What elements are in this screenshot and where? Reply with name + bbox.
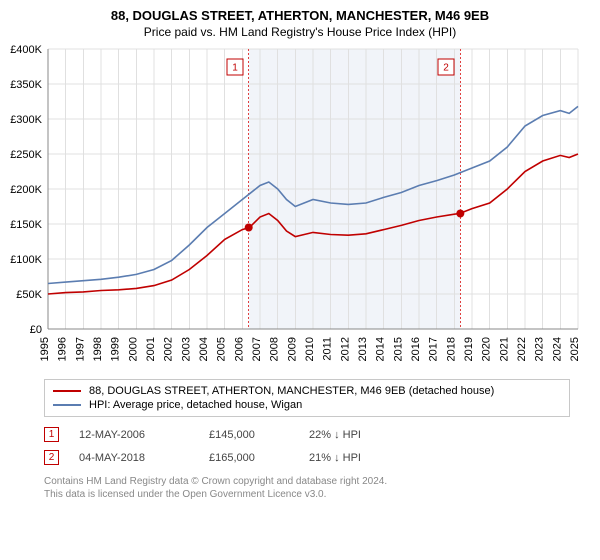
event-marker-icon: 2 — [44, 450, 59, 465]
svg-text:2001: 2001 — [145, 337, 157, 361]
event-hpi: 21% ↓ HPI — [309, 452, 399, 464]
svg-text:2002: 2002 — [163, 337, 175, 361]
event-row: 1 12-MAY-2006 £145,000 22% ↓ HPI — [44, 423, 570, 446]
svg-text:2018: 2018 — [445, 337, 457, 361]
svg-text:2011: 2011 — [322, 337, 334, 361]
chart-container: £0 £50K £100K £150K £200K £250K £300K £350K £400… — [0, 43, 600, 373]
svg-text:2006: 2006 — [233, 337, 245, 361]
svg-text:2013: 2013 — [357, 337, 369, 361]
svg-text:£100K: £100K — [10, 254, 42, 266]
title-line-1: 88, DOUGLAS STREET, ATHERTON, MANCHESTER… — [0, 8, 600, 23]
footer-attribution: Contains HM Land Registry data © Crown c… — [44, 475, 570, 501]
svg-text:£350K: £350K — [10, 79, 42, 91]
footer-line-2: This data is licensed under the Open Gov… — [44, 488, 570, 501]
legend-row-property: 88, DOUGLAS STREET, ATHERTON, MANCHESTER… — [53, 384, 561, 398]
svg-text:2012: 2012 — [339, 337, 351, 361]
svg-text:2010: 2010 — [304, 337, 316, 361]
svg-text:2009: 2009 — [286, 337, 298, 361]
svg-text:1996: 1996 — [57, 337, 69, 361]
event-price: £145,000 — [209, 429, 289, 441]
svg-text:1999: 1999 — [110, 337, 122, 361]
event-marker-icon: 1 — [44, 427, 59, 442]
svg-text:£200K: £200K — [10, 184, 42, 196]
svg-text:2021: 2021 — [498, 337, 510, 361]
svg-text:2004: 2004 — [198, 337, 210, 361]
svg-text:2014: 2014 — [375, 337, 387, 361]
event-date: 12-MAY-2006 — [79, 429, 189, 441]
svg-text:2: 2 — [443, 63, 449, 74]
event-date: 04-MAY-2018 — [79, 452, 189, 464]
svg-text:2007: 2007 — [251, 337, 263, 361]
legend-label-property: 88, DOUGLAS STREET, ATHERTON, MANCHESTER… — [89, 385, 494, 397]
svg-text:£250K: £250K — [10, 149, 42, 161]
legend-row-hpi: HPI: Average price, detached house, Wiga… — [53, 398, 561, 412]
svg-text:1998: 1998 — [92, 337, 104, 361]
events-table: 1 12-MAY-2006 £145,000 22% ↓ HPI 2 04-MA… — [44, 423, 570, 469]
legend-swatch-property — [53, 390, 81, 392]
svg-text:£0: £0 — [30, 324, 42, 336]
svg-text:2019: 2019 — [463, 337, 475, 361]
svg-text:2023: 2023 — [534, 337, 546, 361]
svg-text:2020: 2020 — [481, 337, 493, 361]
svg-text:2008: 2008 — [269, 337, 281, 361]
title-block: 88, DOUGLAS STREET, ATHERTON, MANCHESTER… — [0, 0, 600, 43]
svg-text:£50K: £50K — [16, 289, 42, 301]
footer-line-1: Contains HM Land Registry data © Crown c… — [44, 475, 570, 488]
title-line-2: Price paid vs. HM Land Registry's House … — [0, 25, 600, 39]
svg-text:1995: 1995 — [39, 337, 51, 361]
legend: 88, DOUGLAS STREET, ATHERTON, MANCHESTER… — [44, 379, 570, 417]
svg-text:£300K: £300K — [10, 114, 42, 126]
svg-text:2015: 2015 — [392, 337, 404, 361]
svg-text:1997: 1997 — [74, 337, 86, 361]
price-hpi-chart: £0 £50K £100K £150K £200K £250K £300K £350K £400… — [0, 43, 600, 373]
legend-label-hpi: HPI: Average price, detached house, Wiga… — [89, 399, 302, 411]
svg-text:2003: 2003 — [180, 337, 192, 361]
svg-text:2016: 2016 — [410, 337, 422, 361]
svg-text:£150K: £150K — [10, 219, 42, 231]
event-hpi: 22% ↓ HPI — [309, 429, 399, 441]
svg-text:1: 1 — [232, 63, 238, 74]
svg-text:2005: 2005 — [216, 337, 228, 361]
legend-swatch-hpi — [53, 404, 81, 406]
svg-text:2024: 2024 — [551, 337, 563, 361]
event-row: 2 04-MAY-2018 £165,000 21% ↓ HPI — [44, 446, 570, 469]
svg-text:2022: 2022 — [516, 337, 528, 361]
event-price: £165,000 — [209, 452, 289, 464]
svg-text:2000: 2000 — [127, 337, 139, 361]
svg-text:2017: 2017 — [428, 337, 440, 361]
svg-text:£400K: £400K — [10, 44, 42, 56]
svg-text:2025: 2025 — [569, 337, 581, 361]
